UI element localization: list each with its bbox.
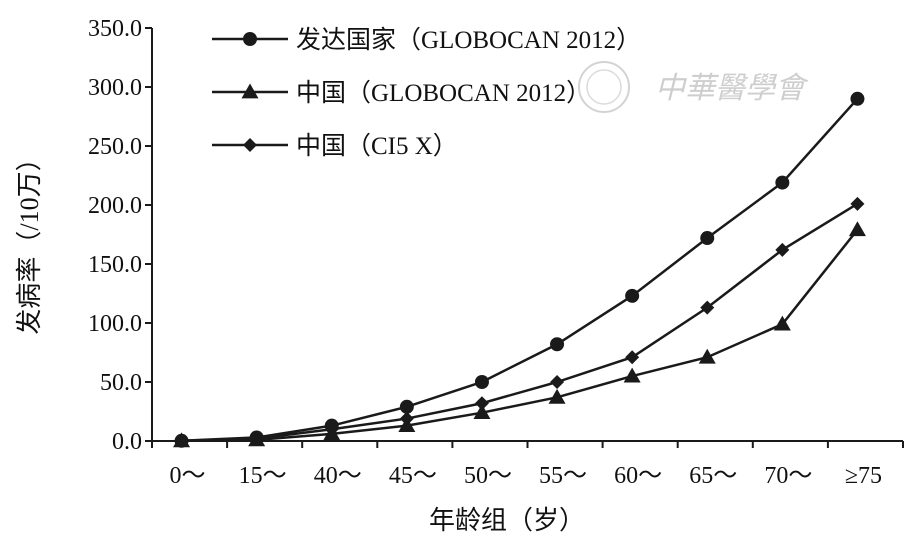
y-tick-label: 350.0 xyxy=(88,16,142,42)
y-axis-title: 发病率（/10万） xyxy=(15,145,44,334)
data-point xyxy=(850,91,865,106)
data-point xyxy=(775,242,790,257)
data-point xyxy=(700,300,715,315)
series-line xyxy=(181,97,859,443)
data-point xyxy=(474,375,489,389)
data-point xyxy=(399,411,414,426)
data-point xyxy=(625,288,640,303)
y-axis-ticks: 0.0 50.0 100.0 150.0 200.0 250.0 300.0 350.0 xyxy=(88,16,152,455)
data-point xyxy=(623,367,641,383)
y-tick-label: 150.0 xyxy=(88,252,142,278)
legend: 发达国家（GLOBOCAN 2012） 中国（GLOBOCAN 2012） 中国（C… xyxy=(212,26,641,160)
x-tick-label: 15～ xyxy=(239,463,287,489)
y-tick-label: 200.0 xyxy=(88,193,142,219)
data-point xyxy=(775,175,790,190)
series-line xyxy=(181,202,859,443)
y-tick-label: 250.0 xyxy=(88,134,142,160)
data-point xyxy=(399,399,414,414)
data-point xyxy=(473,404,491,420)
data-point xyxy=(550,337,565,352)
data-point xyxy=(548,388,566,404)
watermark-seal-inner xyxy=(586,69,622,105)
series-diamond xyxy=(174,196,865,448)
x-axis-ticks: 0～ 15～ 40～ 45～ 50～ 55～ 60～ 65～ 70～ ≥75 xyxy=(151,441,904,489)
data-point xyxy=(249,431,264,446)
data-point xyxy=(698,348,716,364)
data-point xyxy=(174,433,189,448)
x-tick-label: 70～ xyxy=(764,463,812,489)
legend-marker xyxy=(241,83,259,99)
y-tick-label: 100.0 xyxy=(88,311,142,337)
legend-label: 中国（GLOBOCAN 2012） xyxy=(296,79,591,107)
legend-marker xyxy=(243,138,257,152)
legend-marker xyxy=(243,32,257,46)
watermark: 中華醫學會 xyxy=(578,61,809,113)
series-line xyxy=(181,229,859,443)
watermark-text: 中華醫學會 xyxy=(655,72,809,105)
x-tick-label: 0～ xyxy=(170,463,206,489)
legend-item: 发达国家（GLOBOCAN 2012） xyxy=(212,26,641,54)
x-tick-label: ≥75 xyxy=(845,463,882,489)
data-point xyxy=(324,422,339,437)
legend-item: 中国（CI5 X） xyxy=(212,132,458,160)
x-tick-label: 40～ xyxy=(314,463,362,489)
data-point xyxy=(850,196,865,211)
legend-label: 发达国家（GLOBOCAN 2012） xyxy=(296,26,641,54)
data-point xyxy=(474,396,489,411)
x-tick-label: 65～ xyxy=(689,463,737,489)
x-tick-label: 50～ xyxy=(464,463,512,489)
data-point xyxy=(625,350,640,365)
data-point xyxy=(550,375,565,389)
x-tick-label: 60～ xyxy=(614,463,662,489)
series-layer xyxy=(173,91,866,448)
x-tick-label: 55～ xyxy=(539,463,587,489)
data-point xyxy=(773,315,791,331)
series-triangle xyxy=(173,221,866,448)
legend-item: 中国（GLOBOCAN 2012） xyxy=(212,79,591,107)
y-tick-label: 50.0 xyxy=(100,370,142,396)
data-point xyxy=(848,221,866,237)
legend-label: 中国（CI5 X） xyxy=(296,132,458,160)
x-axis-title: 年龄组（岁） xyxy=(429,506,585,535)
y-tick-label: 300.0 xyxy=(88,75,142,101)
data-point xyxy=(700,231,715,246)
watermark-seal-icon xyxy=(578,61,630,113)
y-tick-label: 0.0 xyxy=(112,429,142,455)
x-tick-label: 45～ xyxy=(389,463,437,489)
